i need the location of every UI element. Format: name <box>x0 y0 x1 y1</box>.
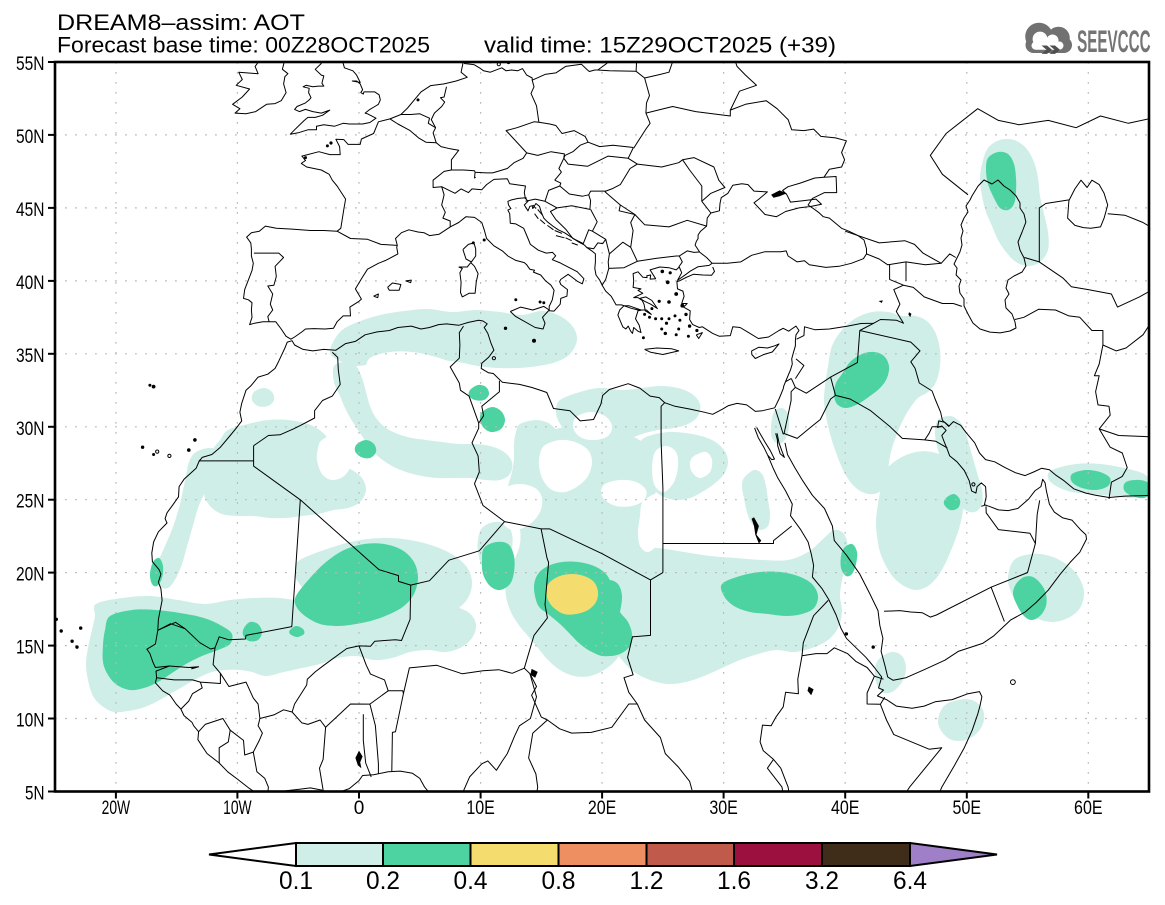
svg-text:0.2: 0.2 <box>366 867 400 895</box>
svg-text:20W: 20W <box>102 798 131 819</box>
svg-text:30E: 30E <box>709 798 738 819</box>
svg-text:3.2: 3.2 <box>805 867 839 895</box>
svg-text:60E: 60E <box>1074 798 1103 819</box>
svg-text:30N: 30N <box>16 419 45 440</box>
svg-text:DREAM8–assim: AOT: DREAM8–assim: AOT <box>57 10 305 35</box>
svg-text:0.4: 0.4 <box>454 867 488 895</box>
svg-text:40N: 40N <box>16 273 45 294</box>
svg-text:5N: 5N <box>25 784 45 805</box>
svg-text:1.2: 1.2 <box>630 867 664 895</box>
svg-text:20E: 20E <box>588 798 617 819</box>
svg-text:SEEVCCC: SEEVCCC <box>1077 24 1150 59</box>
svg-text:50N: 50N <box>16 127 45 148</box>
svg-text:45N: 45N <box>16 200 45 221</box>
svg-text:55N: 55N <box>16 54 45 75</box>
svg-text:6.4: 6.4 <box>893 867 927 895</box>
svg-text:1.6: 1.6 <box>717 867 751 895</box>
svg-text:0.1: 0.1 <box>279 867 313 895</box>
svg-text:Forecast base time: 00Z28OCT20: Forecast base time: 00Z28OCT2025 <box>57 33 430 58</box>
svg-text:50E: 50E <box>953 798 982 819</box>
svg-text:0: 0 <box>354 798 365 819</box>
svg-text:20N: 20N <box>16 565 45 586</box>
svg-text:10W: 10W <box>223 798 252 819</box>
svg-text:35N: 35N <box>16 346 45 367</box>
svg-text:40E: 40E <box>831 798 860 819</box>
svg-text:0.8: 0.8 <box>542 867 576 895</box>
svg-text:valid time: 15Z29OCT2025 (+39): valid time: 15Z29OCT2025 (+39) <box>484 33 836 58</box>
svg-text:15N: 15N <box>16 638 45 659</box>
svg-text:10N: 10N <box>16 711 45 732</box>
svg-text:25N: 25N <box>16 492 45 513</box>
svg-text:10E: 10E <box>466 798 495 819</box>
